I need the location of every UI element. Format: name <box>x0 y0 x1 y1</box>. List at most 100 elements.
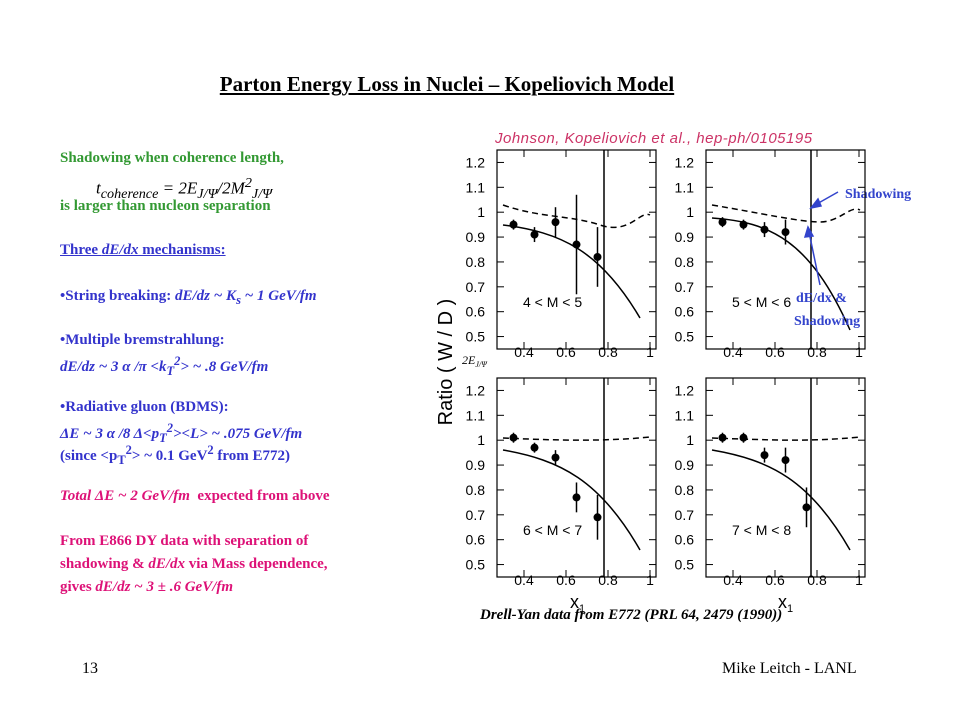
citation: Johnson, Kopeliovich et al., hep-ph/0105… <box>495 130 813 147</box>
f: J/Ψ <box>251 186 273 203</box>
data-point <box>572 493 581 502</box>
curve <box>711 204 861 223</box>
y-tick-label: 0.5 <box>466 557 486 573</box>
curve <box>502 449 641 551</box>
t: T <box>117 453 126 467</box>
t: shadowing & <box>60 556 149 572</box>
annotation: dE/dx & <box>796 291 847 306</box>
t: J/Ψ <box>475 360 488 369</box>
y-tick-label: 0.8 <box>466 254 486 270</box>
data-point <box>509 433 518 442</box>
y-tick-label: 0.6 <box>675 532 695 548</box>
text-line: shadowing & dE/dx via Mass dependence, <box>60 556 328 573</box>
t: s <box>236 293 241 307</box>
t: dE/dz ~ K <box>175 288 237 304</box>
arrow-head <box>809 197 823 210</box>
x-tick-label: 1 <box>646 572 654 588</box>
arrow <box>808 231 821 286</box>
t: 1 <box>579 603 585 615</box>
y-tick-label: 0.9 <box>466 457 486 473</box>
y-tick-label: 0.7 <box>675 279 695 295</box>
data-point <box>572 240 581 249</box>
curve <box>711 436 861 441</box>
t: T <box>166 364 175 378</box>
x-tick-label: 0.4 <box>723 572 743 588</box>
t: expected from above <box>189 488 330 504</box>
y-tick-label: 1.2 <box>466 382 486 398</box>
t: T <box>159 431 167 445</box>
y-tick-label: 1.2 <box>675 154 695 170</box>
text-line: ΔE ~ 3 α /8 Δ<pT2><L> ~ .075 GeV/fm <box>60 421 302 446</box>
x-tick-label: 0.6 <box>556 344 576 360</box>
data-point <box>781 456 790 465</box>
curve <box>711 217 851 331</box>
caption: Drell-Yan data from E772 (PRL 64, 2479 (… <box>480 607 783 623</box>
y-tick-label: 0.9 <box>466 229 486 245</box>
data-point <box>593 252 602 261</box>
t: 1 <box>787 603 793 615</box>
t: mechanisms: <box>138 242 226 258</box>
panel-label: 4 < M < 5 <box>523 294 582 310</box>
y-tick-label: 0.6 <box>466 304 486 320</box>
t: 2 <box>174 354 181 368</box>
data-point <box>509 220 518 229</box>
text-line: From E866 DY data with separation of <box>60 533 309 549</box>
text-line: Three dE/dx mechanisms: <box>60 242 226 259</box>
f: coherence <box>100 186 159 203</box>
y-tick-label: 1 <box>477 204 485 220</box>
data-point <box>530 443 539 452</box>
y-tick-label: 0.5 <box>466 329 486 345</box>
y-tick-label: 1 <box>477 432 485 448</box>
y-tick-label: 1.2 <box>675 382 695 398</box>
text-line: is larger than nucleon separation <box>60 198 271 214</box>
t: dE/dz ~ 3 α /π <k <box>60 359 167 375</box>
arrow-head <box>803 225 815 238</box>
y-tick-label: 0.9 <box>675 457 695 473</box>
t: Three <box>60 242 102 258</box>
frame <box>705 149 866 350</box>
f: /2 <box>217 178 231 198</box>
text-line: dE/dz ~ 3 α /π <kT2> ~ .8 GeV/fm <box>60 354 268 379</box>
text-line: (since <pT2> ~ 0.1 GeV2 from E772) <box>60 443 290 468</box>
y-axis-label: Ratio ( W / D ) <box>435 299 457 426</box>
panel-label: 6 < M < 7 <box>523 522 582 538</box>
f: t <box>96 178 101 198</box>
x-tick-label: 0.6 <box>765 344 785 360</box>
y-tick-label: 1 <box>686 432 694 448</box>
y-tick-label: 0.6 <box>466 532 486 548</box>
data-point <box>551 453 560 462</box>
y-tick-label: 1.1 <box>466 407 486 423</box>
y-tick-label: 0.9 <box>675 229 695 245</box>
x-tick-label: 0.4 <box>514 344 534 360</box>
annotation: Shadowing <box>845 187 911 202</box>
y-tick-label: 0.5 <box>675 329 695 345</box>
t: •String breaking: <box>60 288 175 304</box>
t: gives <box>60 579 96 595</box>
t: ~ 1 GeV/fm <box>240 288 317 304</box>
f: E <box>186 178 198 198</box>
text-line: gives dE/dz ~ 3 ± .6 GeV/fm <box>60 579 233 596</box>
t: Total ΔE ~ 2 GeV/fm <box>60 488 190 504</box>
x-tick-label: 0.4 <box>514 572 534 588</box>
x-tick-label: 0.4 <box>723 344 743 360</box>
data-point <box>781 228 790 237</box>
x-tick-label: 0.8 <box>807 572 827 588</box>
f: = 2 <box>162 178 187 198</box>
frame <box>496 377 657 578</box>
data-point <box>593 513 602 522</box>
text-line: •Radiative gluon (BDMS): <box>60 399 229 415</box>
t: ΔE ~ 3 α /8 Δ<p <box>60 426 160 442</box>
x-tick-label: 1 <box>855 344 863 360</box>
y-tick-label: 0.7 <box>466 507 486 523</box>
t: 2E <box>462 353 476 367</box>
frame <box>496 149 657 350</box>
panel-label: 7 < M < 8 <box>732 522 791 538</box>
x-axis-label: x1 <box>778 592 793 615</box>
title: Parton Energy Loss in Nuclei – Kopeliovi… <box>219 72 675 96</box>
t: > ~ 0.1 GeV <box>131 448 208 464</box>
panel-label: 5 < M < 6 <box>732 294 791 310</box>
curve <box>502 436 651 441</box>
x-tick-label: 0.6 <box>556 572 576 588</box>
curve <box>711 449 851 551</box>
